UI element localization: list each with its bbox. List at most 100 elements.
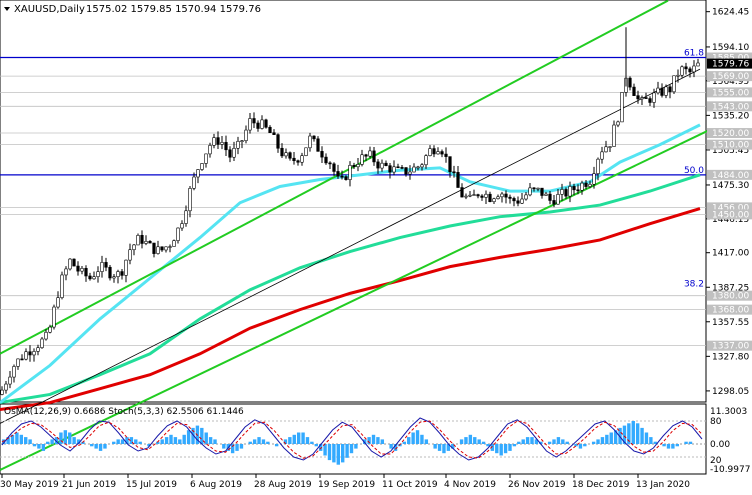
candle-body [480,195,484,198]
osma-bar [208,437,213,444]
candle-body [444,153,448,157]
candle-body [460,187,464,198]
candle-body [44,331,48,340]
osma-bar [186,430,191,444]
candle-body [344,176,348,180]
candle-body [20,358,24,361]
osma-bar [200,427,204,444]
candle-body [604,146,608,153]
osma-bar [90,444,94,447]
candle-body [428,148,432,156]
candle-body [204,153,208,164]
candle-body [648,98,652,103]
level-label: 1510.00 [712,141,749,151]
osma-bar [125,437,129,444]
candle-body [268,126,272,134]
candle-body [188,188,192,212]
candle-body [176,227,180,241]
candle-body [32,351,36,356]
osma-bar [468,434,473,444]
candle-body [240,140,244,142]
price-tick-label: 1417.00 [712,249,749,259]
osma-bar [596,439,600,444]
candle-body [312,135,316,140]
candle-body [276,134,280,149]
osma-bar [561,439,565,444]
candle-body [484,193,488,198]
candle-body [420,164,424,168]
candle-body [572,186,576,191]
candle-body [100,262,104,272]
candle-body [360,154,364,165]
level-label-box [707,87,752,98]
candle-body [108,266,112,279]
candle-body [660,87,664,96]
level-label: 1543.00 [712,102,749,112]
osma-bar [230,444,235,454]
candle-body [500,193,504,198]
osma-bar [103,444,107,449]
level-label-box [707,202,752,213]
osma-bar [451,444,455,449]
candle-body [196,169,200,178]
osma-bar [367,437,371,444]
osma-bar [292,434,296,444]
candle-body [652,92,656,103]
osma-bar [534,439,539,444]
candle-body [644,97,648,99]
osma-bar [239,444,244,449]
candle-body [424,155,428,166]
osma-bar [191,427,195,444]
candle-body [612,124,616,147]
osma-bar [622,425,627,444]
candle-body [600,151,604,160]
price-tick-label: 1357.55 [712,318,749,328]
osma-bar [671,444,675,449]
osma-bar [688,441,693,444]
osma-bar [204,432,208,444]
time-tick-label: 4 Nov 2019 [444,480,496,490]
main-plot-frame [0,0,707,403]
osma-bar [138,441,142,444]
candle-body [144,241,148,244]
level-label-box [707,101,752,112]
candle-body [148,241,152,244]
osma-bar [613,430,618,444]
candle-body [48,326,52,333]
osma-bar [486,444,490,447]
candle-body [320,151,324,158]
candle-body [316,138,320,152]
price-tick-label: 1624.45 [712,8,749,18]
indicator-tick-label: -10.9977 [710,465,750,475]
time-tick-label: 28 Aug 2019 [254,480,312,490]
candle-body [392,166,396,173]
candle-body [368,150,372,157]
osma-bar [169,434,173,444]
osma-bar [446,444,451,451]
candle-body [520,198,524,204]
candle-body [408,171,412,175]
candle-body [224,142,228,151]
osma-bar [296,432,301,444]
candle-body [448,156,452,173]
candle-body [396,166,400,169]
indicator-tick-label: 20 [710,456,722,466]
candle-body [200,163,204,170]
osma-bar [6,437,10,444]
candle-body [372,150,376,163]
price-tick-label: 1564.95 [712,77,749,87]
osma-bar [521,439,525,444]
osma-bar [24,437,28,444]
candle-body [236,140,240,149]
osma-bar [235,444,239,451]
price-tick-label: 1298.05 [712,387,749,397]
candle-body [80,268,84,272]
price-tick-label: 1535.20 [712,111,749,121]
osma-bar [120,439,125,444]
time-tick-label: 15 Jul 2019 [126,480,177,490]
time-tick-label: 18 Dec 2019 [572,480,630,490]
candle-body [404,167,408,175]
osma-bar [332,444,336,463]
osma-bar [10,434,15,444]
